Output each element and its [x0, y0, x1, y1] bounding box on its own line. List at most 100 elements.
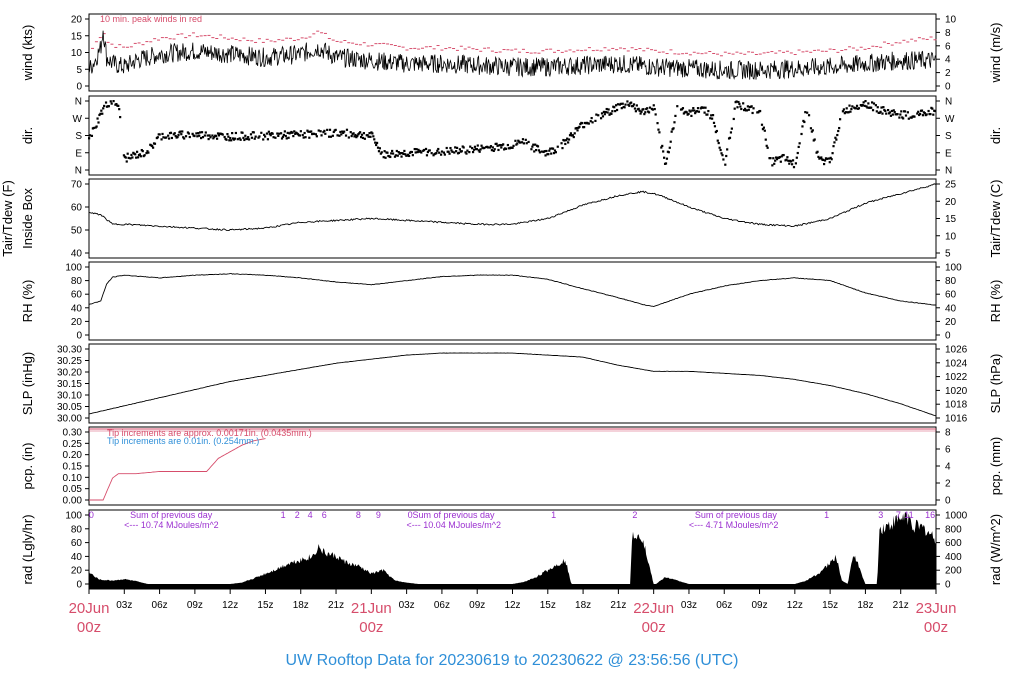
dir-point — [600, 112, 604, 115]
pcp-left-tick-label: 0.05 — [63, 484, 83, 495]
dir-point — [707, 109, 710, 113]
dir-point — [195, 132, 198, 135]
slp-left-tick-label: 30.25 — [57, 356, 82, 367]
dir-point — [302, 136, 305, 139]
dir-point — [809, 127, 813, 130]
dir-point — [916, 112, 919, 115]
dir-point — [352, 132, 355, 135]
rad-left-tick-label: 20 — [71, 566, 83, 577]
dir-point — [472, 148, 476, 151]
dir-point — [139, 155, 142, 158]
dir-point — [130, 153, 133, 157]
dir-point — [414, 151, 417, 154]
dir-point — [301, 133, 304, 137]
dir-point — [125, 160, 128, 163]
date-label-hour: 00z — [642, 619, 666, 636]
rad-uv-label: 6 — [322, 510, 327, 520]
rad-uv-label: 1 — [281, 510, 286, 520]
dir-point — [929, 112, 932, 116]
temp-left-tick-label: 60 — [71, 203, 83, 214]
dir-point — [932, 113, 935, 116]
dir-point — [742, 102, 745, 105]
dir-point — [455, 146, 459, 149]
temp-panel-frame — [88, 178, 937, 259]
dir-point — [183, 137, 186, 140]
dir-point — [730, 127, 733, 130]
dir-point — [676, 105, 679, 108]
pcp-left-axis-label: pcp. (in) — [20, 443, 35, 490]
dir-point — [855, 107, 858, 110]
dir-point — [293, 130, 296, 133]
dir-point — [417, 148, 420, 151]
rh-left-tick-label: 60 — [71, 290, 83, 301]
dir-point — [420, 151, 423, 154]
dir-point — [548, 149, 551, 152]
dir-point — [167, 134, 170, 137]
dir-point — [606, 111, 609, 114]
dir-point — [626, 100, 629, 103]
date-label-day: 23Jun — [916, 600, 957, 617]
dir-point — [475, 147, 478, 151]
rad-uv-label: 1 — [824, 510, 829, 520]
dir-point — [231, 137, 235, 140]
dir-left-axis-label: dir. — [20, 127, 35, 144]
dir-point — [260, 131, 263, 134]
dir-point — [623, 106, 626, 109]
dir-point — [590, 116, 593, 120]
wind-right-axis-label: wind (m/s) — [988, 23, 1003, 84]
x-tick-label: 06z — [716, 600, 732, 611]
dir-point — [729, 131, 733, 134]
dir-left-tick-label: W — [73, 114, 83, 125]
wind-panel-frame — [88, 13, 937, 92]
dir-point — [271, 132, 274, 135]
dir-point — [920, 109, 924, 112]
dir-point — [762, 126, 765, 129]
temp-right-tick-label: 5 — [945, 249, 951, 260]
dir-point — [312, 132, 316, 135]
dir-point — [702, 106, 705, 109]
dir-point — [394, 154, 398, 157]
dir-point — [191, 132, 194, 135]
dir-point — [595, 113, 598, 116]
dir-point — [703, 111, 706, 114]
dir-point — [440, 150, 444, 153]
dir-point — [605, 107, 608, 111]
dir-point — [315, 135, 318, 138]
dir-point — [656, 122, 659, 125]
dir-point — [565, 139, 568, 142]
rad-day-note-title: Sum of previous day — [130, 510, 213, 520]
dir-point — [254, 135, 257, 138]
dir-point — [223, 135, 226, 139]
dir-point — [238, 137, 241, 140]
dir-point — [243, 138, 246, 142]
dir-point — [379, 152, 382, 155]
dir-point — [787, 159, 790, 162]
dir-point — [442, 151, 445, 154]
dir-point — [866, 106, 869, 109]
dir-point — [468, 151, 471, 154]
x-tick-label: 21z — [893, 600, 909, 611]
dir-point — [500, 146, 503, 149]
dir-point — [458, 148, 461, 151]
dir-point — [112, 100, 115, 103]
rad-day-note-sum: <--- 4.71 MJoules/m^2 — [689, 520, 779, 530]
x-tick-label: 06z — [434, 600, 450, 611]
dir-point — [511, 146, 514, 149]
dir-point — [369, 135, 372, 138]
dir-point — [129, 157, 132, 160]
dir-point — [188, 135, 191, 139]
dir-point — [646, 107, 649, 110]
x-tick-label: 18z — [293, 600, 309, 611]
dir-point — [213, 135, 216, 139]
dir-point — [263, 135, 267, 138]
dir-point — [490, 149, 493, 152]
x-tick-label: 21z — [610, 600, 626, 611]
dir-point — [551, 147, 555, 150]
slp-left-axis-label: SLP (inHg) — [20, 352, 35, 415]
dir-point — [891, 113, 894, 116]
dir-point — [764, 138, 767, 141]
dir-point — [407, 153, 410, 156]
dir-point — [720, 152, 723, 155]
dir-point — [448, 152, 451, 155]
rh-right-axis-label: RH (%) — [988, 280, 1003, 323]
